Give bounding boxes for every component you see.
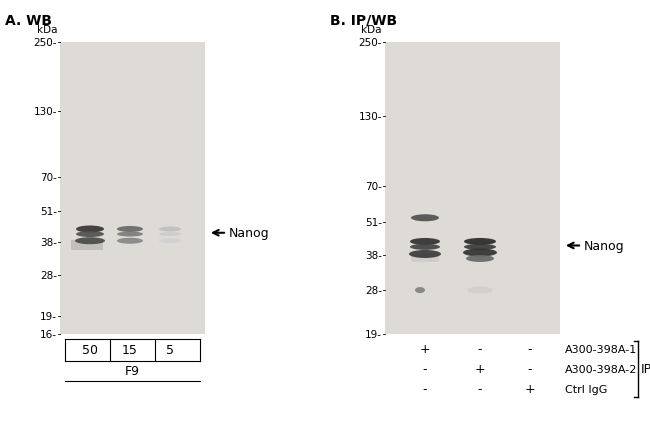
Text: -: - xyxy=(422,383,427,396)
Ellipse shape xyxy=(159,233,181,237)
Text: -: - xyxy=(528,343,532,356)
Text: -: - xyxy=(478,343,482,356)
Text: 70-: 70- xyxy=(40,173,57,183)
Bar xyxy=(71,240,103,250)
Ellipse shape xyxy=(75,238,105,245)
Text: Nanog: Nanog xyxy=(584,240,625,252)
Text: 70-: 70- xyxy=(365,182,382,192)
Text: 19-: 19- xyxy=(365,329,382,339)
Text: 51-: 51- xyxy=(40,206,57,216)
Ellipse shape xyxy=(117,227,143,233)
Text: Ctrl IgG: Ctrl IgG xyxy=(565,384,607,394)
Text: -: - xyxy=(422,362,427,376)
Text: 130-: 130- xyxy=(34,107,57,117)
Text: A. WB: A. WB xyxy=(5,14,52,28)
Text: Nanog: Nanog xyxy=(229,227,270,240)
Ellipse shape xyxy=(411,215,439,222)
Text: kDa: kDa xyxy=(36,25,57,35)
Ellipse shape xyxy=(76,231,104,237)
Ellipse shape xyxy=(467,287,493,294)
Text: 38-: 38- xyxy=(365,251,382,261)
Text: 28-: 28- xyxy=(365,286,382,295)
Text: 250-: 250- xyxy=(34,38,57,48)
Text: 51-: 51- xyxy=(365,218,382,227)
Text: A300-398A-1: A300-398A-1 xyxy=(565,344,637,354)
Text: 50: 50 xyxy=(82,344,98,356)
Text: 16-: 16- xyxy=(40,329,57,339)
Text: +: + xyxy=(474,362,486,376)
Text: B. IP/WB: B. IP/WB xyxy=(330,14,397,28)
Text: IP: IP xyxy=(641,362,650,376)
Bar xyxy=(411,255,439,263)
Text: 28-: 28- xyxy=(40,270,57,280)
Ellipse shape xyxy=(466,255,494,262)
Text: -: - xyxy=(528,362,532,376)
Ellipse shape xyxy=(415,287,425,293)
Text: 15: 15 xyxy=(122,344,138,356)
Text: 38-: 38- xyxy=(40,237,57,248)
Ellipse shape xyxy=(464,244,496,250)
Ellipse shape xyxy=(76,226,104,233)
Text: kDa: kDa xyxy=(361,25,382,35)
Ellipse shape xyxy=(117,238,143,244)
Ellipse shape xyxy=(410,238,440,246)
Text: A300-398A-2: A300-398A-2 xyxy=(565,364,638,374)
Text: 19-: 19- xyxy=(40,311,57,321)
Text: F9: F9 xyxy=(125,365,140,378)
Text: +: + xyxy=(420,343,430,356)
Bar xyxy=(385,43,560,334)
Ellipse shape xyxy=(117,232,143,237)
Text: +: + xyxy=(525,383,536,396)
Ellipse shape xyxy=(159,227,181,232)
Bar xyxy=(60,43,205,334)
Ellipse shape xyxy=(464,238,496,246)
Text: 5: 5 xyxy=(166,344,174,356)
Text: 130-: 130- xyxy=(359,112,382,122)
Ellipse shape xyxy=(410,244,440,250)
Ellipse shape xyxy=(463,249,497,257)
Text: -: - xyxy=(478,383,482,396)
Text: 250-: 250- xyxy=(359,38,382,48)
Ellipse shape xyxy=(409,250,441,258)
Ellipse shape xyxy=(159,239,181,244)
